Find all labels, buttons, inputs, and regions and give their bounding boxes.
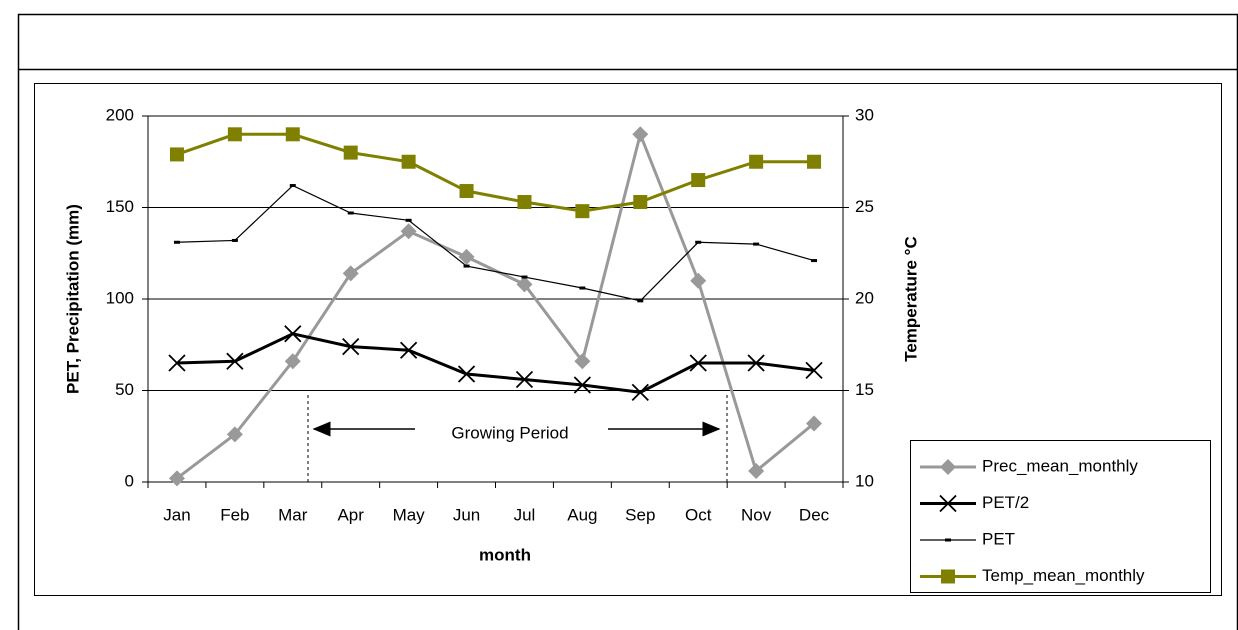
x-tick-label: Nov <box>741 505 772 524</box>
x-tick-label: Jul <box>514 505 536 524</box>
data-point <box>632 126 649 143</box>
data-point <box>690 272 707 289</box>
data-point <box>342 337 360 356</box>
series-line <box>176 332 815 394</box>
data-point <box>226 426 243 443</box>
data-point <box>805 361 823 380</box>
data-point <box>400 223 417 240</box>
data-point <box>517 195 532 210</box>
y-tick-label: 200 <box>106 105 134 124</box>
data-point <box>227 127 242 142</box>
y2-tick-label: 25 <box>855 197 874 216</box>
x-tick-label: Sep <box>625 505 655 524</box>
y2-tick-label: 15 <box>855 380 874 399</box>
data-point <box>631 383 649 401</box>
data-point <box>748 463 765 480</box>
legend-label: PET <box>982 529 1015 548</box>
y2-tick-label: 10 <box>855 471 874 490</box>
legend-label: Prec_mean_monthly <box>982 456 1138 475</box>
data-point <box>457 365 476 383</box>
legend-marker <box>940 459 956 475</box>
y-tick-label: 150 <box>106 197 134 216</box>
data-point <box>284 325 302 343</box>
data-point <box>285 127 300 142</box>
data-point <box>458 248 475 265</box>
x-tick-label: Aug <box>567 505 597 524</box>
data-point <box>749 154 764 169</box>
data-point <box>343 145 358 160</box>
data-point <box>574 353 591 370</box>
y2-tick-label: 30 <box>855 105 874 124</box>
x-tick-label: Oct <box>685 505 712 524</box>
x-tick-label: Apr <box>337 505 364 524</box>
y2-tick-label: 20 <box>855 288 874 307</box>
data-point <box>575 204 590 219</box>
data-point <box>168 354 186 372</box>
x-tick-label: Dec <box>799 505 830 524</box>
data-point <box>168 470 185 487</box>
data-point <box>515 370 534 389</box>
data-point <box>169 147 184 162</box>
data-point <box>226 352 244 370</box>
y2-axis-label: Temperature °C <box>901 236 920 362</box>
data-point <box>399 341 418 359</box>
x-axis-label: month <box>479 545 531 564</box>
series-line <box>176 132 815 213</box>
data-point <box>807 154 822 169</box>
data-point <box>573 376 592 394</box>
x-tick-label: Feb <box>220 505 249 524</box>
data-point <box>633 195 648 210</box>
data-point <box>459 184 474 199</box>
y-axis-label: PET, Precipitation (mm) <box>63 204 82 394</box>
legend-label: PET/2 <box>982 493 1029 512</box>
legend <box>910 440 1211 593</box>
legend-label: Temp_mean_monthly <box>982 566 1145 585</box>
series-line <box>176 129 815 480</box>
y-tick-label: 0 <box>125 471 134 490</box>
y-tick-label: 100 <box>106 288 134 307</box>
x-tick-label: Jan <box>163 505 190 524</box>
legend-marker <box>941 569 955 584</box>
data-point <box>691 173 706 188</box>
legend-marker <box>939 494 957 513</box>
data-point <box>747 354 765 372</box>
chart-frame <box>34 83 1222 596</box>
series-line <box>176 184 815 302</box>
data-point <box>689 354 707 372</box>
data-point <box>401 154 416 169</box>
data-point <box>284 353 301 370</box>
annotation: Growing Period <box>451 423 568 442</box>
y-tick-label: 50 <box>115 380 134 399</box>
data-point <box>806 415 823 432</box>
x-tick-label: Mar <box>278 505 308 524</box>
data-point <box>342 265 359 282</box>
data-point <box>516 276 533 293</box>
x-tick-label: Jun <box>453 505 480 524</box>
x-tick-label: May <box>393 505 426 524</box>
